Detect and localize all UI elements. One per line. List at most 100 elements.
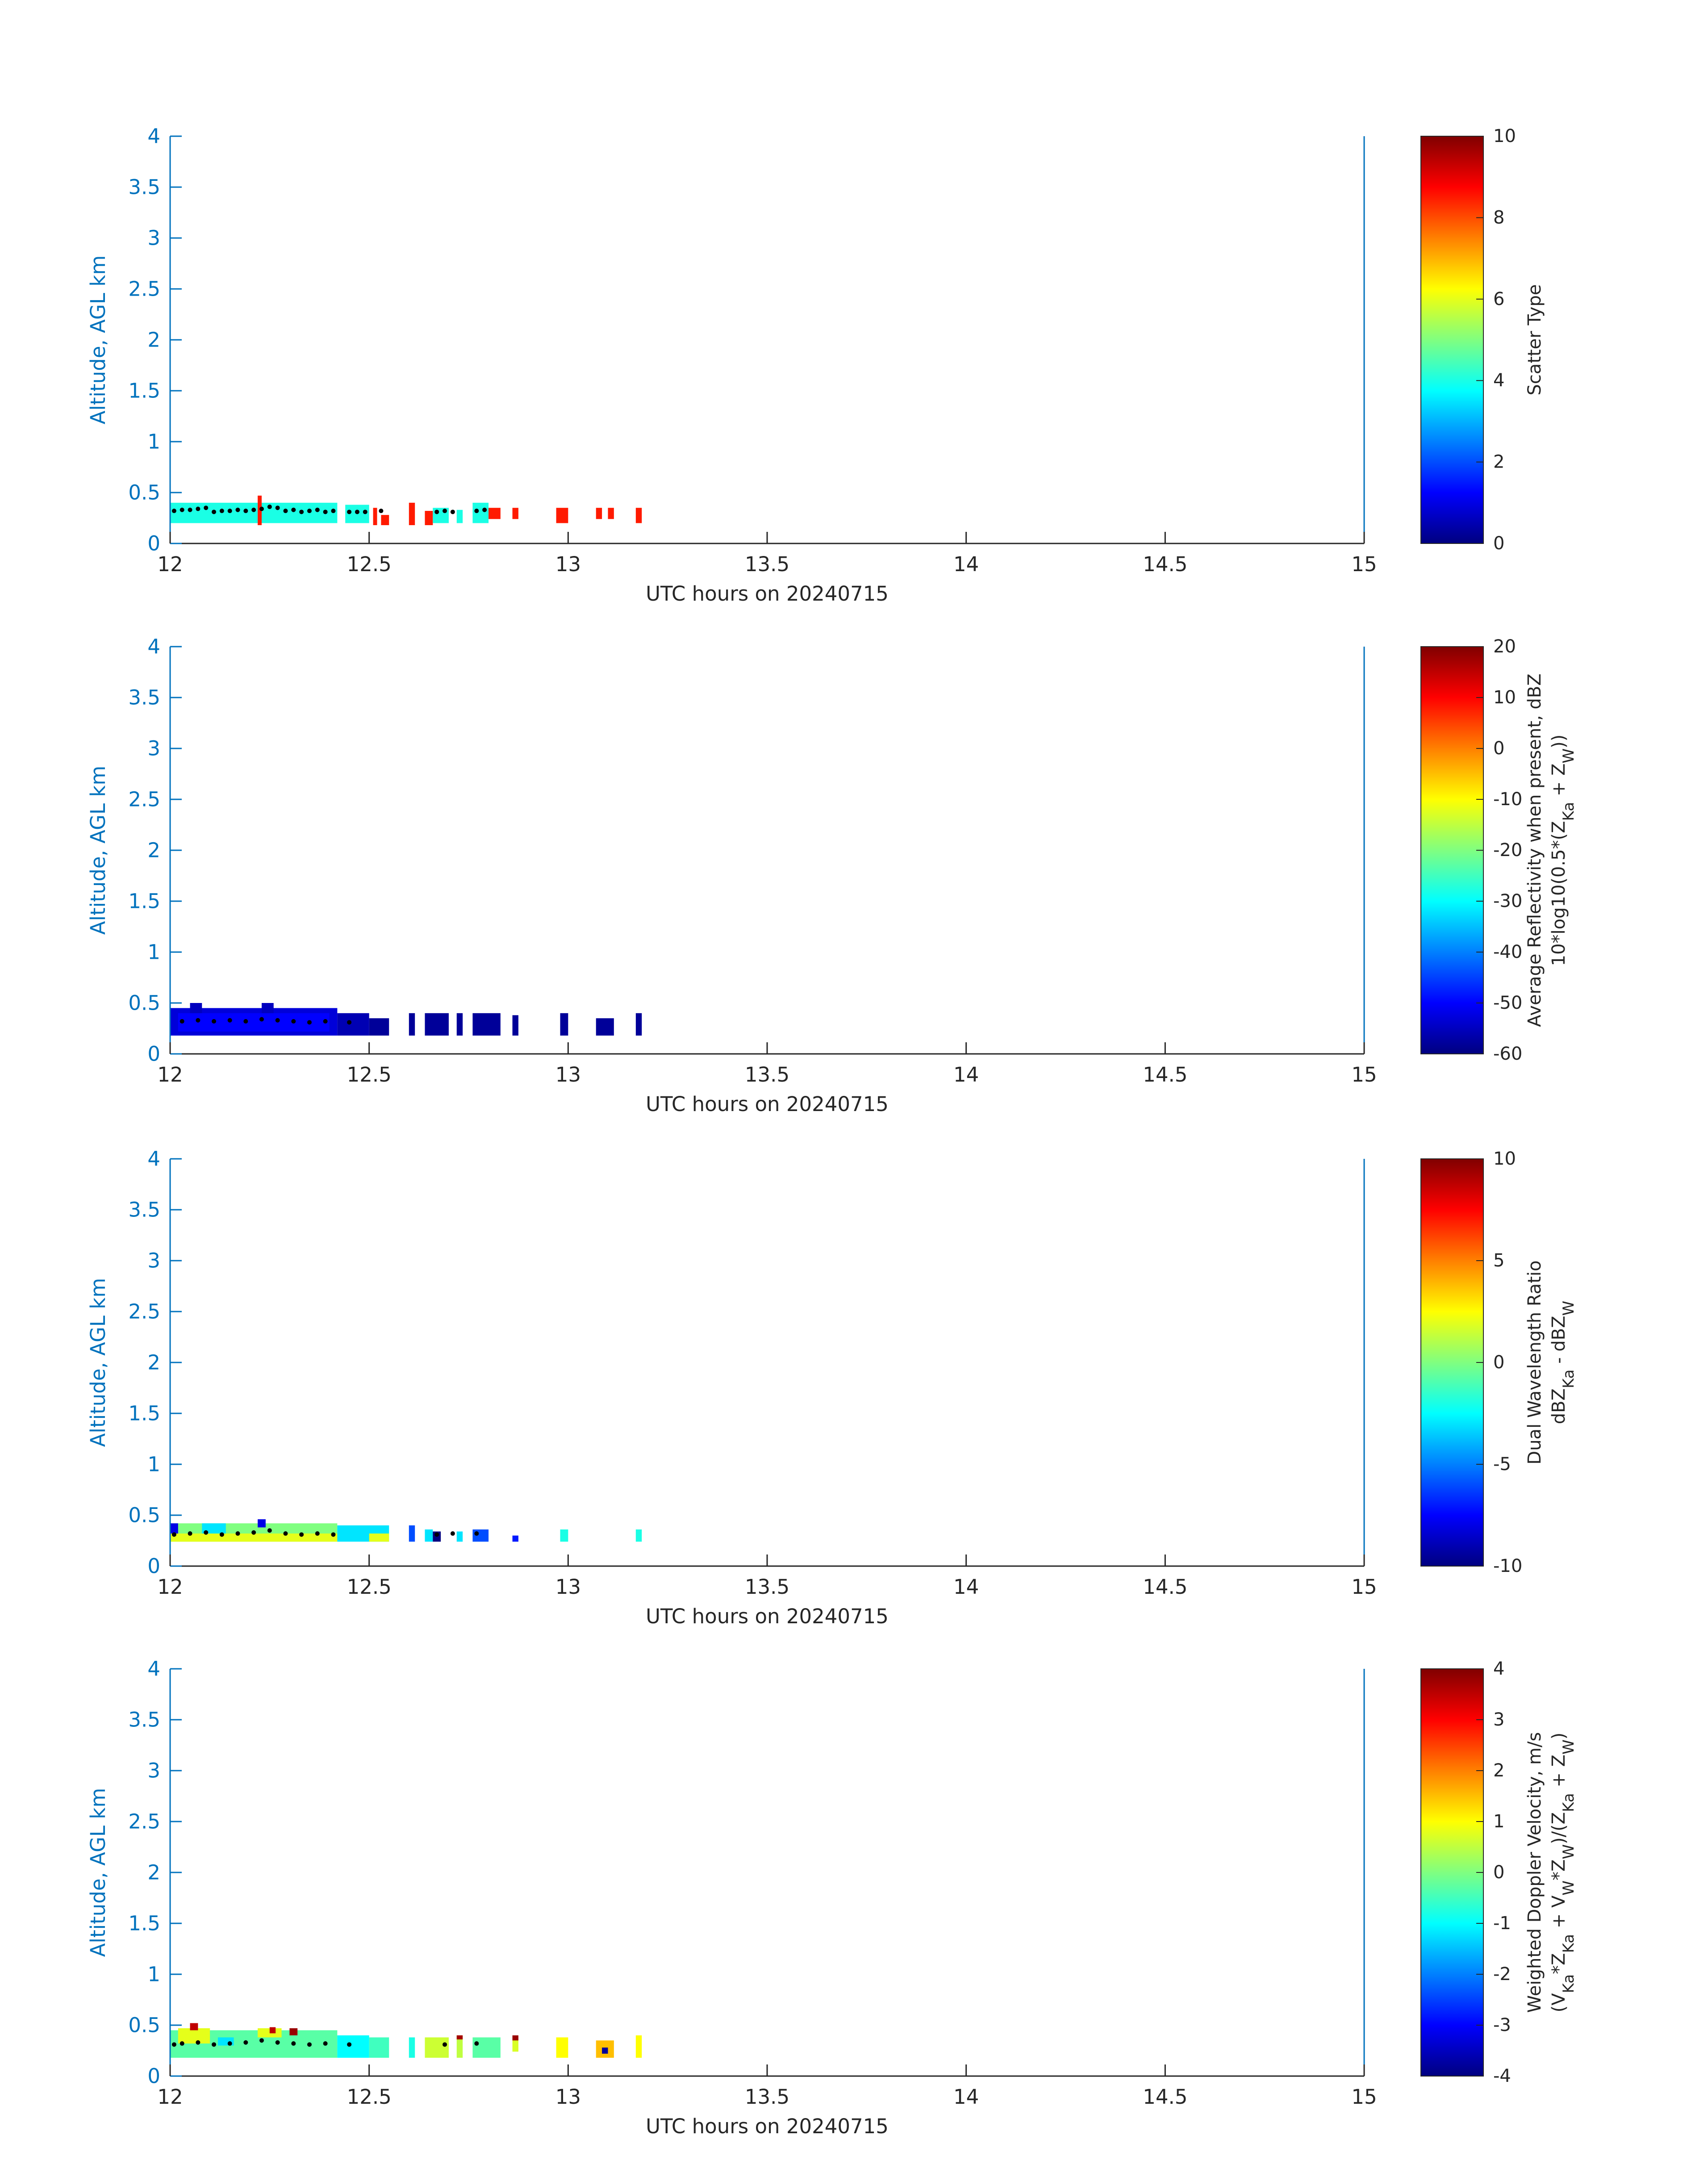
data-point [450,510,455,514]
heatmap-cell [409,1013,415,1036]
x-axis-label: UTC hours on 20240715 [646,2114,889,2138]
heatmap-cell [170,1523,178,1534]
data-point [259,506,264,511]
heatmap-cell [337,1013,369,1036]
colorbar-tick-label: -4 [1493,2066,1511,2086]
colorbar-tick-label: 20 [1493,636,1516,657]
heatmap-cell [373,508,377,525]
heatmap-cell [425,2037,449,2058]
data-point [180,507,184,512]
y-tick-label: 3.5 [128,686,160,710]
heatmap-cell [269,2027,276,2034]
panel-3: 0 0.5 1 1.5 2 2.5 3 3.5 4 12 12.5 13 13.5 14 14.5 15 UTC… [86,1147,1578,1629]
y-tick-label: 2 [147,1351,160,1375]
data-point [219,1532,224,1537]
heatmap-cell [560,1013,568,1036]
colorbar-tick-label: 10 [1493,1149,1516,1169]
series-dots [171,504,487,514]
colorbar-label: dBZKa - dBZW [1549,1301,1578,1425]
data-point [443,2042,447,2047]
colorbar-tick-label: 4 [1493,370,1504,391]
panel-1: 0 0.5 1 1.5 2 2.5 3 3.5 4 12 12.5 13 13.5 14 14.5 15 UTC… [86,125,1545,606]
x-tick-label: 14.5 [1143,2085,1187,2109]
colorbar-tick-label: 10 [1493,687,1516,708]
colorbar-tick-label: 4 [1493,1659,1504,1679]
heatmap-cell [456,2035,463,2058]
y-tick-label: 1 [147,1453,160,1476]
colorbar-tick-label: -10 [1493,1556,1522,1576]
x-tick-label: 13.5 [745,552,789,576]
data-point [267,504,272,509]
heatmap-cell [489,508,501,519]
data-point [196,2040,200,2045]
panel-2: 0 0.5 1 1.5 2 2.5 3 3.5 4 12 12.5 13 13.5 14 14.5 15 UTC… [86,635,1578,1116]
x-tick-label: 12 [157,1575,183,1599]
heatmap-cell [472,2037,501,2058]
data-point [243,2040,248,2045]
data-point [188,1531,192,1536]
data-point [355,510,359,514]
data-point [291,1019,296,1024]
heatmap-cell [258,495,262,525]
data-point [196,506,200,511]
heatmap-cell [190,1003,202,1013]
heatmap-cell [635,1529,642,1542]
colorbar-label: 10*log10(0.5*(ZKa + ZW)) [1549,735,1578,966]
colorbar-tick-label: -30 [1493,891,1522,911]
colorbar-tick-label: 1 [1493,1811,1504,1832]
colorbar-tick-label: 0 [1493,533,1504,554]
x-tick-label: 14.5 [1143,1063,1187,1086]
heatmap-cell [608,508,614,519]
heatmap-cell [635,2035,642,2058]
y-tick-label: 0.5 [128,2014,160,2037]
x-axis-label: UTC hours on 20240715 [646,582,889,606]
x-tick-label: 14 [953,1063,979,1086]
data-point [283,509,288,514]
data-point [212,510,217,514]
heatmap-cell [369,1534,389,1542]
data-point [171,509,176,514]
x-tick-label: 14.5 [1143,1575,1187,1599]
colorbar-tick-label: -3 [1493,2015,1511,2035]
y-tick-label: 2 [147,1861,160,1885]
x-tick-label: 13.5 [745,1063,789,1086]
x-tick-label: 15 [1351,552,1377,576]
x-tick-label: 13 [555,2085,581,2109]
data-point [474,509,479,514]
y-tick-label: 3.5 [128,1708,160,1732]
x-tick-label: 12.5 [347,1575,392,1599]
colorbar-gradient [1420,646,1484,1054]
x-axis-label: UTC hours on 20240715 [646,1605,889,1628]
heatmap-cell [409,502,415,525]
y-tick-label: 4 [147,635,160,659]
colorbar-gradient [1420,136,1484,544]
heatmap-cell [262,1003,274,1013]
y-tick-label: 1 [147,1963,160,1986]
y-tick-label: 3.5 [128,175,160,199]
x-tick-label: 13 [555,552,581,576]
data-point [251,1530,256,1535]
heatmap-cell [556,508,568,523]
data-point [275,1018,280,1023]
heatmap-cell [512,1015,518,1036]
y-tick-label: 4 [147,1657,160,1681]
colorbar: -10 -5 0 5 10 Dual Wavelength Ratio dBZKa - dB… [1420,1149,1578,1576]
colorbar-tick-label: 0 [1493,1862,1504,1883]
heatmap-cell [635,1013,642,1036]
data-point [434,510,439,514]
y-axis-label: Altitude, AGL km [86,1278,110,1447]
y-tick-label: 3 [147,737,160,760]
x-tick-label: 13.5 [745,1575,789,1599]
heatmap-cell [369,2037,389,2058]
data-point [450,1531,455,1536]
heatmap-cells [170,2023,642,2058]
y-tick-label: 1.5 [128,890,160,913]
heatmap-cell [202,1523,226,1534]
colorbar: -60 -50 -40 -30 -20 -10 0 10 20 Average Reflectiv… [1420,636,1578,1064]
heatmap-cell [472,1529,489,1542]
data-point [251,507,256,512]
heatmap-cell [456,510,463,523]
heatmap-cell [170,1534,338,1542]
data-point [283,1531,288,1536]
data-point [347,1020,352,1025]
